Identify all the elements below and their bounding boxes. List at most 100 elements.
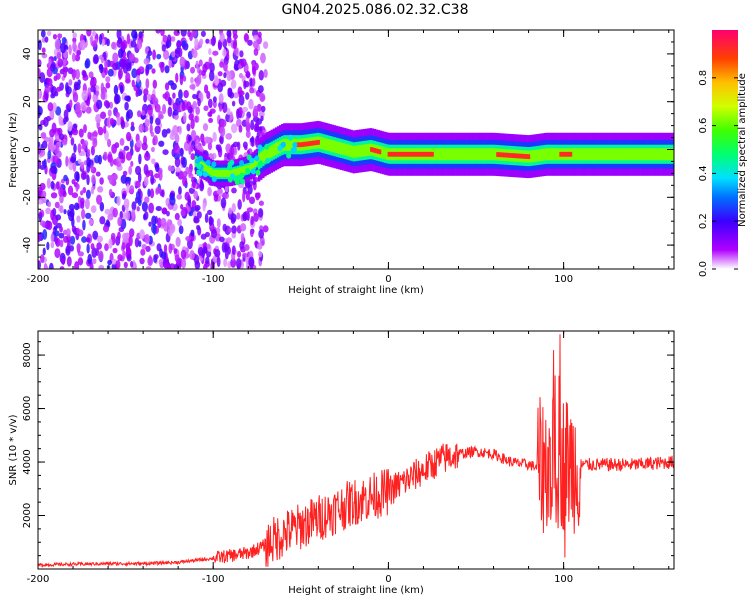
spectrogram-noise-speckle (252, 40, 259, 49)
spectrogram-noise-speckle (143, 93, 147, 103)
spectrogram-noise-speckle (155, 30, 161, 34)
spectrogram-noise-speckle (244, 181, 251, 189)
spectrogram-noise-speckle (147, 256, 154, 267)
spectrogram-noise-speckle (224, 184, 229, 193)
spectrogram-noise-speckle (50, 165, 57, 174)
spectrogram-noise-speckle (206, 243, 211, 250)
spectrogram-noise-speckle (117, 216, 123, 227)
spectrogram-noise-speckle (106, 38, 110, 47)
spectrogram-signal-band (590, 148, 593, 161)
spectrogram-noise-speckle (75, 171, 80, 183)
spectrogram-signal-core (314, 140, 317, 146)
spectrogram-noise-speckle (150, 146, 155, 153)
spectrogram-noise-speckle (83, 124, 87, 134)
spectrogram-signal-band (285, 138, 288, 151)
spectrogram-noise-speckle (138, 153, 142, 165)
spectrogram-noise-speckle (75, 101, 81, 113)
spectrogram-signal-blob (205, 159, 211, 166)
spectrogram-noise-speckle (195, 106, 201, 115)
spectrogram-signal-band (331, 140, 334, 153)
snr-y-ticks: 2000 4000 6000 8000 (22, 341, 674, 570)
spectrogram-signal-band (356, 145, 360, 158)
spectrogram-signal-core (378, 149, 382, 155)
spectrogram-signal-band (602, 148, 606, 161)
spectrogram-noise-speckle (122, 249, 126, 260)
spectrogram-signal-band (638, 148, 641, 161)
spectrogram-noise-speckle (189, 84, 196, 90)
spectrogram-noise-speckle (158, 170, 163, 181)
spectrogram-signal-band (533, 149, 536, 162)
spectrogram-noise-speckle (112, 207, 118, 218)
spectrogram-noise-speckle (72, 70, 76, 81)
spectrogram-noise-speckle (260, 52, 266, 64)
spectrogram-noise-speckle (228, 227, 233, 233)
spectrogram-signal-band (634, 148, 637, 161)
spectrogram-noise-speckle (191, 30, 198, 38)
spectrogram-noise-speckle (119, 84, 124, 95)
spectrogram-noise-speckle (258, 229, 265, 239)
spectrogram-noise-speckle (104, 243, 109, 252)
spectrogram-noise-speckle (246, 207, 254, 213)
spectrogram-signal-band (333, 140, 337, 153)
spectrogram-noise-speckle (191, 49, 198, 59)
spectrogram-noise-speckle (107, 259, 112, 266)
spectrogram-noise-speckle (112, 52, 119, 63)
spectrogram-signal-band (583, 148, 587, 161)
spectrogram-noise-speckle (121, 242, 126, 250)
spectrogram-signal-core (391, 151, 394, 157)
spectrogram-noise-speckle (173, 144, 181, 155)
spectrogram-noise-speckle (190, 144, 194, 152)
spectrogram-signal-band (585, 148, 589, 161)
spectrogram-noise-speckle (96, 235, 104, 243)
spectrogram-noise-speckle (116, 38, 123, 48)
spectrogram-signal-band (598, 148, 601, 161)
y-tick-label: 20 (22, 95, 33, 108)
spectrogram-noise-speckle (147, 50, 153, 57)
spectrogram-noise-speckle (216, 188, 223, 195)
spectrogram-noise-speckle (180, 249, 187, 260)
spectrogram-noise-speckle (46, 178, 51, 189)
spectrogram-noise-speckle (100, 56, 105, 64)
spectrogram-noise-speckle (109, 101, 114, 109)
spectrogram-signal-band (596, 148, 599, 161)
spectrogram-noise-speckle (242, 191, 246, 203)
spectrogram-noise-speckle (130, 160, 134, 167)
x-tick-label: -200 (27, 574, 50, 585)
spectrogram-signal-core (422, 151, 426, 157)
spectrogram-noise-speckle (86, 148, 91, 158)
spectrogram-noise-speckle (68, 79, 73, 86)
spectrogram-signal-band (215, 169, 219, 177)
spectrogram-noise-speckle (217, 82, 224, 93)
spectrogram-noise-speckle (153, 254, 159, 260)
spectrogram-noise-speckle (258, 250, 263, 258)
spectrogram-noise-speckle (60, 42, 67, 54)
spectrogram-noise-speckle (199, 178, 203, 189)
spectrogram-noise-speckle (69, 99, 73, 109)
spectrogram-signal-band (655, 148, 658, 161)
spectrogram-noise-speckle (227, 87, 233, 94)
spectrogram-noise-speckle (236, 212, 241, 220)
spectrogram-noise-speckle (63, 117, 67, 125)
spectrogram-signal-core (562, 151, 566, 157)
spectrogram-signal-band (262, 150, 265, 163)
spectrogram-noise-speckle (198, 59, 203, 67)
snr-panel: -200 -100 0 100 2000 4000 6000 8000 Height of … (8, 330, 675, 596)
spectrogram-noise-speckle (126, 254, 132, 262)
spectrogram-noise-speckle (125, 131, 132, 142)
spectrogram-noise-speckle (91, 131, 98, 137)
spectrogram-noise-speckle (114, 94, 121, 104)
spectrogram-noise-speckle (129, 228, 135, 238)
spectrogram-signal-band (613, 148, 616, 161)
spectrogram-noise-speckle (230, 79, 237, 90)
spectrogram-noise-speckle (176, 257, 180, 265)
spectrogram-signal-band (651, 148, 654, 161)
y-tick-label: -40 (22, 237, 33, 253)
spectrogram-noise-speckle (119, 58, 127, 70)
spectrogram-signal-band (615, 148, 618, 161)
spectrogram-noise-speckle (50, 180, 55, 190)
spectrogram-signal-band (529, 150, 532, 163)
spectrogram-signal-band (581, 148, 585, 161)
spectrogram-signal-band (438, 148, 442, 161)
spectrogram-noise-speckle (54, 90, 59, 97)
spectrogram-noise-speckle (226, 237, 233, 244)
